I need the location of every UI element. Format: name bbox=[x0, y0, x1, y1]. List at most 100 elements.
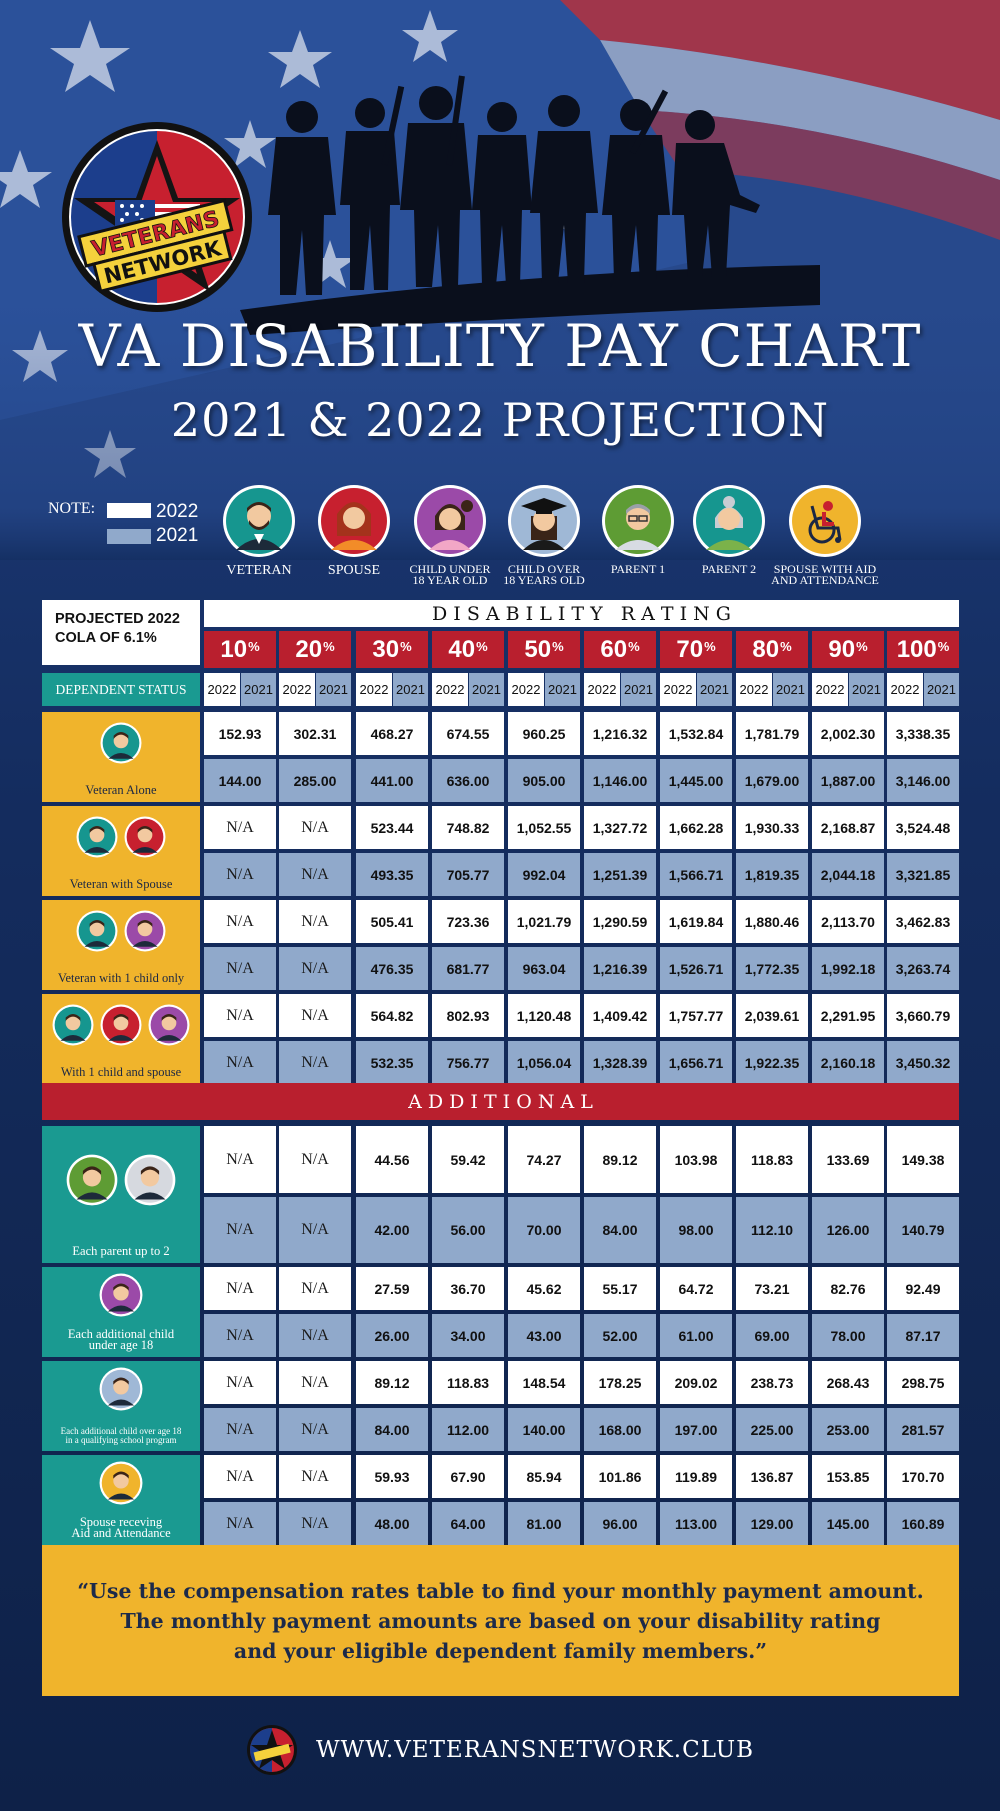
spouse-icon bbox=[318, 485, 390, 557]
additional-cell-2021: 96.00 bbox=[584, 1502, 656, 1545]
rating-row-cell-2021: 532.35 bbox=[356, 1041, 428, 1084]
rating-row-cell-2021: N/A bbox=[279, 853, 351, 896]
rating-header-40: 40% bbox=[432, 631, 504, 668]
rating-row-cell-2022: 3,338.35 bbox=[887, 712, 959, 755]
row-avatars bbox=[42, 816, 200, 858]
rating-row-cell-2021: 705.77 bbox=[432, 853, 504, 896]
rating-value: 60 bbox=[600, 635, 628, 663]
additional-cell-2021: N/A bbox=[204, 1314, 276, 1357]
rating-row-cell-2022: 748.82 bbox=[432, 806, 504, 849]
legend-swatch-2021 bbox=[107, 529, 151, 544]
rating-row-cell-2021: 1,656.71 bbox=[660, 1041, 732, 1084]
year-label-2022: 2022 bbox=[356, 673, 392, 706]
rating-row-cell-2022: 1,930.33 bbox=[736, 806, 808, 849]
row-label: Spouse receving Aid and Attendance bbox=[71, 1515, 171, 1540]
rating-row-cell-2021: 1,819.35 bbox=[736, 853, 808, 896]
rating-row-label-box: Veteran Alone bbox=[42, 712, 200, 802]
additional-cell-2022: 153.85 bbox=[812, 1455, 884, 1498]
child-under-18-icon bbox=[99, 1273, 143, 1317]
additional-cell-2022: 92.49 bbox=[887, 1267, 959, 1310]
additional-cell-2022: 55.17 bbox=[584, 1267, 656, 1310]
icon-label: SPOUSE bbox=[327, 563, 381, 578]
additional-cell-2022: 74.27 bbox=[508, 1126, 580, 1193]
additional-cell-2022: 44.56 bbox=[356, 1126, 428, 1193]
rating-row-cell-2022: 2,291.95 bbox=[812, 994, 884, 1037]
additional-cell-2021: 281.57 bbox=[887, 1408, 959, 1451]
rating-row-cell-2022: 302.31 bbox=[279, 712, 351, 755]
percent-sign: % bbox=[476, 639, 488, 654]
rating-value: 20 bbox=[295, 635, 323, 663]
rating-row-cell-2022: 2,039.61 bbox=[736, 994, 808, 1037]
additional-cell-2021: 56.00 bbox=[432, 1197, 504, 1263]
additional-cell-2022: 238.73 bbox=[736, 1361, 808, 1404]
additional-cell-2022: 59.42 bbox=[432, 1126, 504, 1193]
parent-2-icon bbox=[124, 1154, 176, 1206]
soldiers-silhouette bbox=[240, 75, 820, 335]
rating-row-cell-2021: 2,044.18 bbox=[812, 853, 884, 896]
percent-sign: % bbox=[248, 639, 260, 654]
child-over-18-icon bbox=[99, 1367, 143, 1411]
legend-year-2021: 2021 bbox=[156, 525, 199, 546]
rating-header-80: 80% bbox=[736, 631, 808, 668]
additional-cell-2021: 52.00 bbox=[584, 1314, 656, 1357]
rating-row-cell-2021: 285.00 bbox=[279, 759, 351, 802]
additional-cell-2022: 85.94 bbox=[508, 1455, 580, 1498]
additional-cell-2022: 149.38 bbox=[887, 1126, 959, 1193]
additional-cell-2022: 209.02 bbox=[660, 1361, 732, 1404]
additional-cell-2021: 253.00 bbox=[812, 1408, 884, 1451]
icon-spouse: SPOUSE bbox=[294, 484, 414, 578]
additional-cell-2021: 42.00 bbox=[356, 1197, 428, 1263]
row-label: Veteran with Spouse bbox=[69, 877, 173, 891]
rating-row-cell-2022: 3,462.83 bbox=[887, 900, 959, 943]
rating-row-cell-2022: 1,327.72 bbox=[584, 806, 656, 849]
percent-sign: % bbox=[552, 639, 564, 654]
icon-parent-2: PARENT 2 bbox=[669, 484, 789, 575]
additional-cell-2021: 43.00 bbox=[508, 1314, 580, 1357]
additional-cell-2022: 36.70 bbox=[432, 1267, 504, 1310]
additional-cell-2022: N/A bbox=[279, 1361, 351, 1404]
icon-spouse-aid: SPOUSE WITH AID AND ATTENDANCE bbox=[765, 484, 885, 586]
year-label-2021: 2021 bbox=[316, 673, 351, 706]
website-link[interactable]: WWW.VETERANSNETWORK.CLUB bbox=[315, 1737, 754, 1763]
percent-sign: % bbox=[780, 639, 792, 654]
additional-cell-2022: 178.25 bbox=[584, 1361, 656, 1404]
rating-value: 40 bbox=[448, 635, 476, 663]
additional-cell-2022: 268.43 bbox=[812, 1361, 884, 1404]
additional-cell-2022: N/A bbox=[204, 1267, 276, 1310]
additional-cell-2022: 67.90 bbox=[432, 1455, 504, 1498]
icon-parent-1: PARENT 1 bbox=[578, 484, 698, 575]
additional-cell-2022: N/A bbox=[279, 1267, 351, 1310]
rating-row-cell-2022: 1,216.32 bbox=[584, 712, 656, 755]
rating-row-cell-2021: 144.00 bbox=[204, 759, 276, 802]
rating-header-60: 60% bbox=[584, 631, 656, 668]
additional-cell-2021: N/A bbox=[279, 1408, 351, 1451]
percent-sign: % bbox=[400, 639, 412, 654]
spouse-icon bbox=[124, 816, 166, 858]
rating-row-cell-2022: 505.41 bbox=[356, 900, 428, 943]
rating-value: 10 bbox=[220, 635, 248, 663]
additional-cell-2021: N/A bbox=[204, 1197, 276, 1263]
footer-logo-icon bbox=[246, 1725, 297, 1775]
rating-header-90: 90% bbox=[812, 631, 884, 668]
rating-row-cell-2021: 1,056.04 bbox=[508, 1041, 580, 1084]
parent-1-icon bbox=[66, 1154, 118, 1206]
row-avatars bbox=[42, 1004, 200, 1046]
rating-row-cell-2022: 1,052.55 bbox=[508, 806, 580, 849]
percent-sign: % bbox=[856, 639, 868, 654]
additional-row-label-box: Each parent up to 2 bbox=[42, 1126, 200, 1263]
rating-row-cell-2021: 493.35 bbox=[356, 853, 428, 896]
rating-row-cell-2021: 1,992.18 bbox=[812, 947, 884, 990]
additional-cell-2022: N/A bbox=[204, 1126, 276, 1193]
year-label-2022: 2022 bbox=[584, 673, 620, 706]
rating-value: 70 bbox=[676, 635, 704, 663]
additional-cell-2021: N/A bbox=[279, 1314, 351, 1357]
year-label-2021: 2021 bbox=[621, 673, 656, 706]
rating-row-cell-2022: 468.27 bbox=[356, 712, 428, 755]
additional-cell-2022: 73.21 bbox=[736, 1267, 808, 1310]
additional-cell-2022: N/A bbox=[279, 1455, 351, 1498]
additional-cell-2021: 112.00 bbox=[432, 1408, 504, 1451]
spouse-icon bbox=[100, 1004, 142, 1046]
additional-cell-2022: 64.72 bbox=[660, 1267, 732, 1310]
row-label: With 1 child and spouse bbox=[60, 1065, 182, 1079]
additional-cell-2021: 87.17 bbox=[887, 1314, 959, 1357]
